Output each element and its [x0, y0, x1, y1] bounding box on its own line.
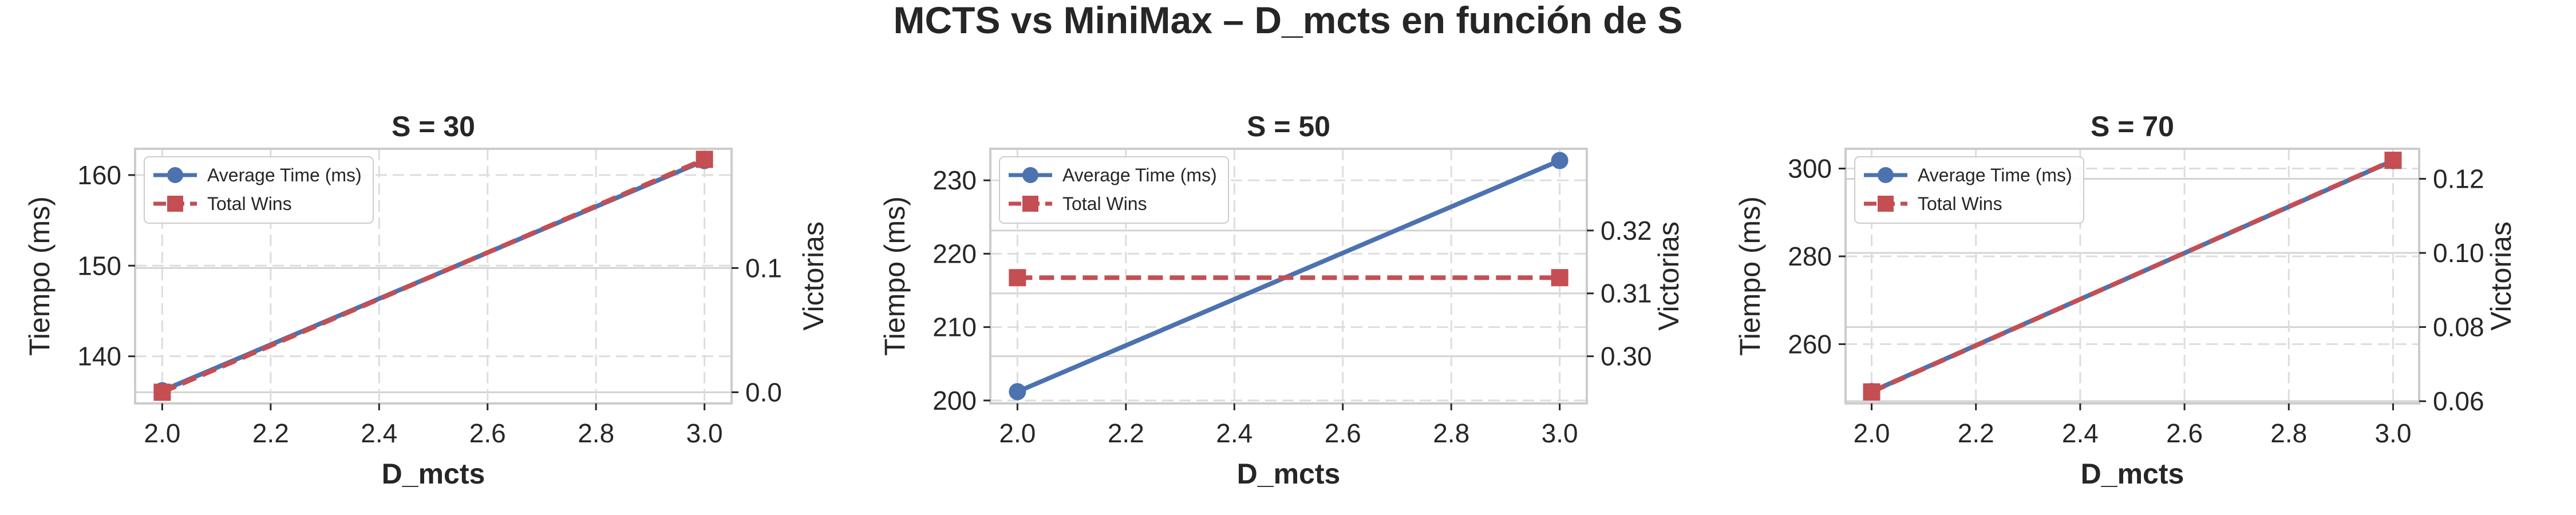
y2-axis-label: Victorias — [797, 221, 829, 331]
y2-tick-label: 0.10 — [2433, 238, 2484, 268]
legend-box — [1854, 156, 2084, 224]
y2-tick-label: 0.08 — [2433, 312, 2484, 342]
x-tick-label: 2.6 — [469, 418, 506, 448]
y2-tick-label: 0.30 — [1601, 342, 1652, 371]
y-axis-label: Tiempo (ms) — [1734, 196, 1766, 356]
x-tick-label: 2.8 — [1433, 418, 1469, 448]
chart-title: S = 30 — [392, 110, 475, 142]
legend: Average Time (ms) Total Wins — [1854, 156, 2084, 224]
legend-marker — [1878, 196, 1894, 212]
y2-tick-label: 0.12 — [2433, 164, 2484, 193]
legend-marker — [1878, 167, 1894, 183]
x-tick-label: 2.0 — [999, 418, 1036, 448]
x-tick-label: 2.0 — [144, 418, 180, 448]
plot-frame — [989, 148, 1588, 405]
x-tick-label: 2.4 — [1216, 418, 1253, 448]
chart-title: S = 70 — [2091, 110, 2174, 142]
legend-label: Total Wins — [1918, 193, 2002, 214]
plot-frame — [1844, 148, 2420, 405]
x-tick-label: 3.0 — [1542, 418, 1578, 448]
figure-title: MCTS vs MiniMax – D_mcts en función de S — [894, 0, 1683, 41]
series-line — [161, 157, 706, 395]
legend-marker — [167, 196, 183, 212]
x-axis-label: D_mcts — [1237, 458, 1341, 490]
data-point — [1551, 269, 1568, 287]
series-line — [1870, 158, 2395, 394]
y-tick-label: 260 — [1788, 329, 1832, 359]
data-point — [1009, 383, 1026, 401]
x-tick-label: 2.8 — [578, 418, 614, 448]
legend-label: Average Time (ms) — [207, 165, 362, 185]
x-tick-label: 2.4 — [361, 418, 397, 448]
x-tick-label: 2.6 — [2166, 418, 2203, 448]
y2-axis-label: Victorias — [1653, 221, 1685, 331]
legend-label: Total Wins — [1062, 193, 1147, 214]
y-tick-label: 300 — [1788, 154, 1832, 184]
data-point — [153, 383, 171, 401]
y2-tick-label: 0.0 — [745, 377, 782, 407]
data-point — [1551, 152, 1568, 169]
y2-tick-label: 0.1 — [745, 253, 782, 283]
x-tick-label: 2.4 — [2062, 418, 2099, 448]
legend-label: Average Time (ms) — [1918, 165, 2072, 185]
x-tick-label: 3.0 — [2374, 418, 2411, 448]
y-tick-label: 280 — [1788, 241, 1832, 271]
legend: Average Time (ms) Total Wins — [999, 156, 1229, 224]
legend-marker — [167, 167, 183, 183]
x-tick-label: 2.2 — [252, 418, 289, 448]
y-tick-label: 160 — [77, 160, 121, 190]
y-tick-label: 220 — [933, 239, 977, 268]
data-point — [2384, 152, 2402, 169]
x-tick-label: 3.0 — [686, 418, 723, 448]
y2-tick-label: 0.06 — [2433, 386, 2484, 416]
legend-box — [999, 156, 1229, 224]
legend: Average Time (ms) Total Wins — [144, 156, 374, 224]
y-tick-label: 210 — [933, 312, 977, 342]
legend-label: Average Time (ms) — [1062, 165, 1217, 185]
chart-title: S = 50 — [1247, 110, 1330, 142]
x-tick-label: 2.6 — [1325, 418, 1361, 448]
x-tick-label: 2.8 — [2270, 418, 2307, 448]
y2-axis-label: Victorias — [2485, 221, 2517, 331]
y-axis-label: Tiempo (ms) — [23, 196, 56, 356]
chart-panel-1: 2.0 2.2 2.4 2.6 2.8 3.0 140 150 160 0.0 0.1 S = 30 D… — [23, 110, 829, 490]
x-tick-label: 2.2 — [1108, 418, 1144, 448]
x-axis-label: D_mcts — [2081, 458, 2184, 490]
x-tick-label: 2.0 — [1854, 418, 1890, 448]
y-tick-label: 230 — [933, 165, 977, 195]
x-tick-label: 2.2 — [1958, 418, 1994, 448]
data-point — [1863, 383, 1880, 401]
chart-panel-2: 2.0 2.2 2.4 2.6 2.8 3.0 200 210 220 230 0.30 0.31 0.… — [879, 110, 1685, 490]
y-tick-label: 200 — [933, 386, 977, 415]
y2-tick-label: 0.31 — [1601, 279, 1652, 308]
chart-panel-3: 2.0 2.2 2.4 2.6 2.8 3.0 260 280 300 0.06 0.08 0.10 0… — [1734, 110, 2517, 490]
y-axis-label: Tiempo (ms) — [879, 196, 911, 356]
data-point — [696, 150, 713, 168]
legend-box — [144, 156, 374, 224]
y2-tick-label: 0.32 — [1601, 216, 1652, 245]
legend-marker — [1022, 167, 1038, 183]
legend-label: Total Wins — [207, 193, 292, 214]
x-axis-label: D_mcts — [382, 458, 485, 490]
y-tick-label: 140 — [77, 342, 121, 371]
legend-marker — [1022, 196, 1038, 212]
data-point — [1009, 269, 1026, 287]
y-tick-label: 150 — [77, 251, 121, 280]
plot-frame — [134, 148, 733, 405]
